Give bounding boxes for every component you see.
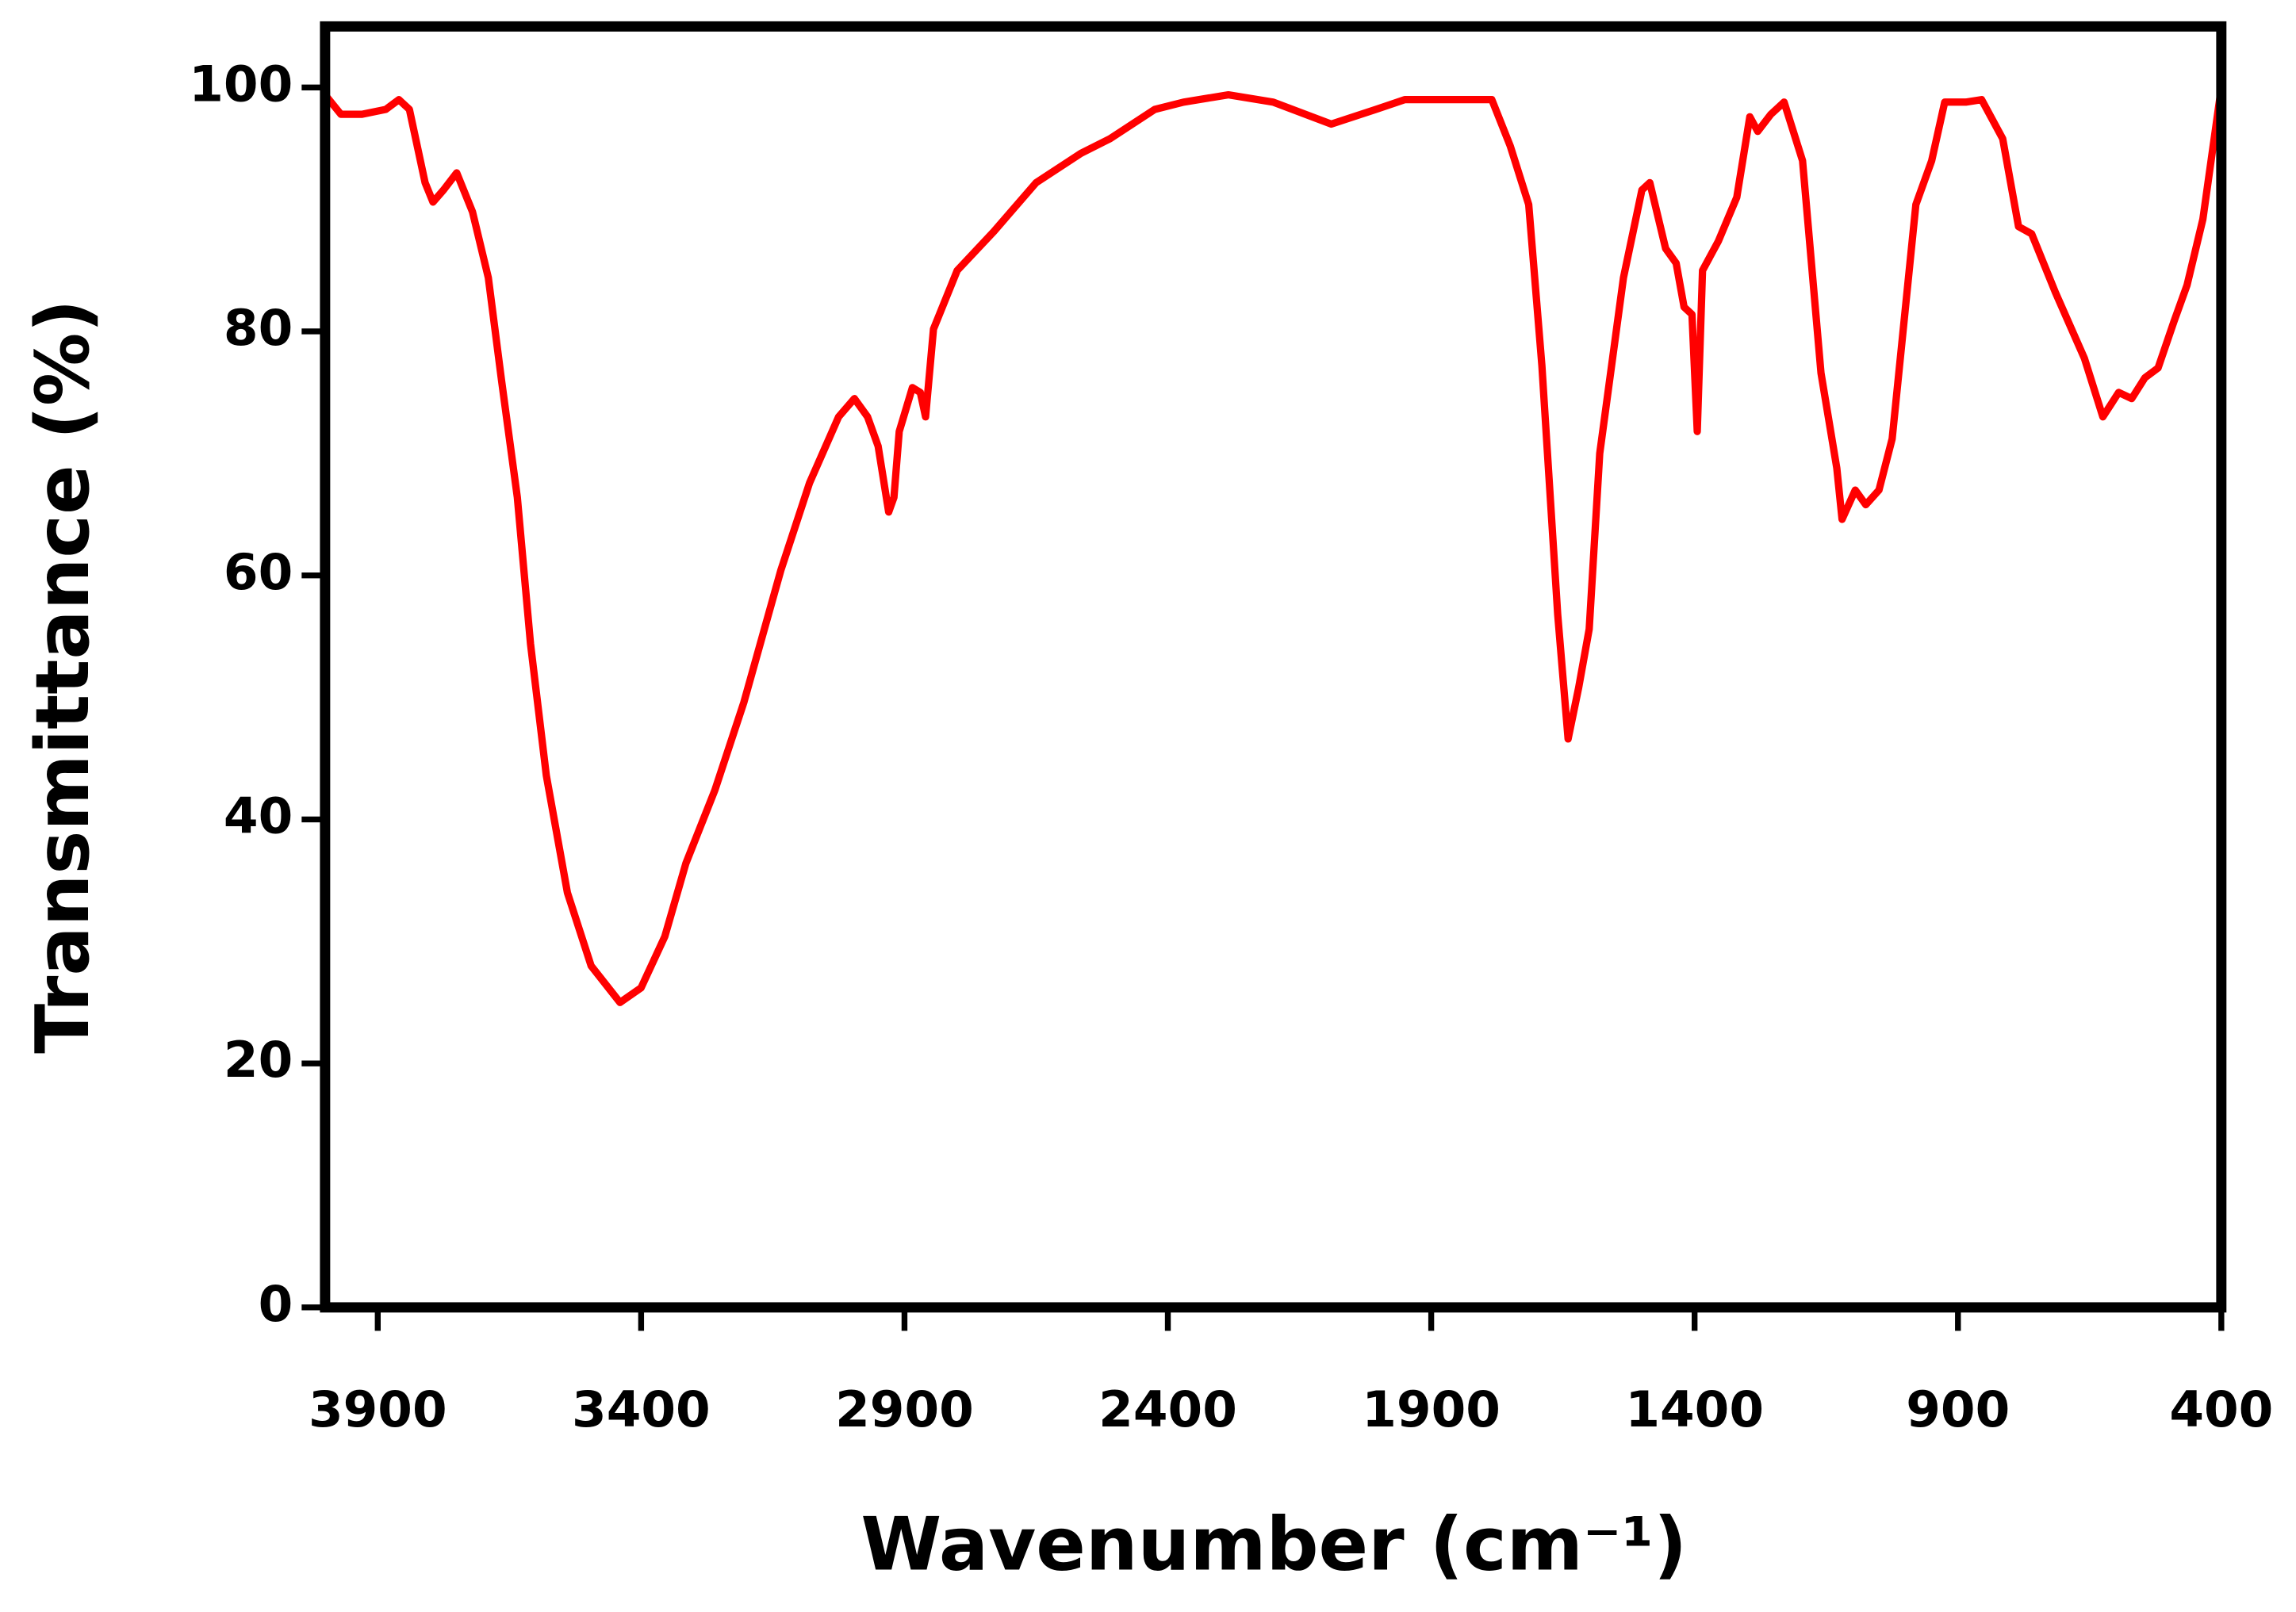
x-tick-label: 400 xyxy=(2169,1380,2273,1438)
y-tick-label: 80 xyxy=(224,299,293,357)
x-tick-label: 2400 xyxy=(1098,1380,1237,1438)
x-tick-label: 900 xyxy=(1906,1380,2010,1438)
y-tick-label: 20 xyxy=(224,1031,293,1089)
y-tick-label: 100 xyxy=(189,55,293,113)
x-tick-label: 2900 xyxy=(835,1380,974,1438)
spectrum-line xyxy=(321,83,2225,1006)
y-tick-label: 60 xyxy=(224,543,293,601)
x-tick-label: 3900 xyxy=(309,1380,447,1438)
y-tick-label: 0 xyxy=(259,1275,293,1333)
y-tick-label: 40 xyxy=(224,787,293,845)
plot-frame xyxy=(320,21,2227,1313)
x-tick-label: 1900 xyxy=(1362,1380,1501,1438)
x-axis-label: Wavenumber (cm⁻¹) xyxy=(861,1501,1687,1587)
x-tick-label: 3400 xyxy=(572,1380,711,1438)
y-axis-label: Transmittance (%) xyxy=(20,299,105,1054)
x-tick-label: 1400 xyxy=(1625,1380,1764,1438)
